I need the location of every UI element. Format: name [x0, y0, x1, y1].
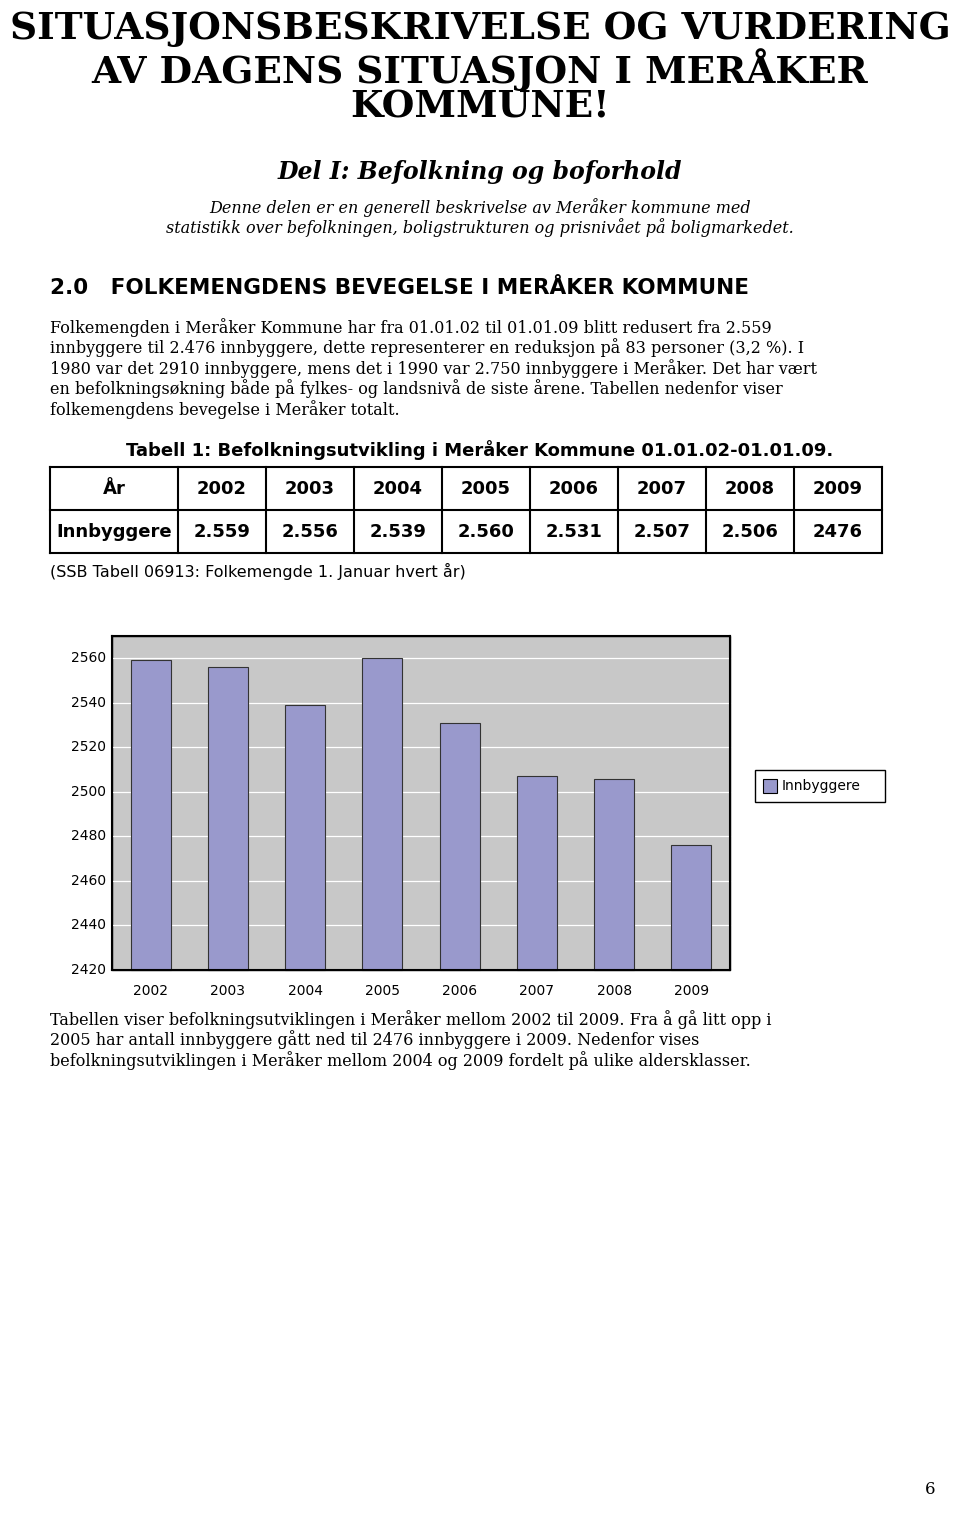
Bar [131, 661, 171, 970]
Text: KOMMUNE!: KOMMUNE! [350, 88, 610, 125]
Text: 2003: 2003 [285, 480, 335, 498]
Text: 2002: 2002 [197, 480, 247, 498]
Text: 2004: 2004 [288, 984, 323, 998]
Text: 2007: 2007 [519, 984, 554, 998]
Text: (SSB Tabell 06913: Folkemengde 1. Januar hvert år): (SSB Tabell 06913: Folkemengde 1. Januar… [50, 564, 466, 580]
Bar [594, 778, 635, 970]
Text: Tabellen viser befolkningsutviklingen i Meråker mellom 2002 til 2009. Fra å gå l: Tabellen viser befolkningsutviklingen i … [50, 1010, 772, 1030]
Text: Del I: Befolkning og boforhold: Del I: Befolkning og boforhold [277, 160, 683, 184]
Text: 2009: 2009 [674, 984, 708, 998]
Text: 2008: 2008 [596, 984, 632, 998]
Text: 2500: 2500 [71, 784, 106, 800]
Text: SITUASJONSBESKRIVELSE OG VURDERING: SITUASJONSBESKRIVELSE OG VURDERING [10, 11, 950, 47]
Text: 2520: 2520 [71, 740, 106, 754]
Text: 2.559: 2.559 [194, 522, 251, 541]
Text: 2.539: 2.539 [370, 522, 426, 541]
Text: 2007: 2007 [637, 480, 687, 498]
Text: 2005 har antall innbyggere gått ned til 2476 innbyggere i 2009. Nedenfor vises: 2005 har antall innbyggere gått ned til … [50, 1031, 700, 1049]
Bar [763, 778, 777, 793]
Text: Innbyggere: Innbyggere [57, 522, 172, 541]
Text: 2.531: 2.531 [545, 522, 603, 541]
Text: 2.507: 2.507 [634, 522, 690, 541]
Text: 2004: 2004 [373, 480, 423, 498]
Bar [516, 777, 557, 970]
Text: 2420: 2420 [71, 963, 106, 976]
Text: Tabell 1: Befolkningsutvikling i Meråker Kommune 01.01.02-01.01.09.: Tabell 1: Befolkningsutvikling i Meråker… [127, 440, 833, 460]
Text: 2006: 2006 [549, 480, 599, 498]
Bar [755, 771, 885, 803]
Text: innbyggere til 2.476 innbyggere, dette representerer en reduksjon på 83 personer: innbyggere til 2.476 innbyggere, dette r… [50, 338, 804, 358]
Text: en befolkningsøkning både på fylkes- og landsnivå de siste årene. Tabellen neden: en befolkningsøkning både på fylkes- og … [50, 379, 782, 399]
Text: Denne delen er en generell beskrivelse av Meråker kommune med: Denne delen er en generell beskrivelse a… [209, 198, 751, 216]
Text: AV DAGENS SITUASJON I MERÅKER: AV DAGENS SITUASJON I MERÅKER [92, 49, 868, 91]
Text: 2.560: 2.560 [458, 522, 515, 541]
Text: 2.0   FOLKEMENGDENS BEVEGELSE I MERÅKER KOMMUNE: 2.0 FOLKEMENGDENS BEVEGELSE I MERÅKER KO… [50, 279, 749, 299]
Text: 2005: 2005 [365, 984, 400, 998]
Text: 2005: 2005 [461, 480, 511, 498]
Bar [671, 845, 711, 970]
Text: Innbyggere: Innbyggere [782, 778, 861, 793]
Bar [285, 705, 325, 970]
Text: folkemengdens bevegelse i Meråker totalt.: folkemengdens bevegelse i Meråker totalt… [50, 401, 399, 419]
Text: 2009: 2009 [813, 480, 863, 498]
Text: statistikk over befolkningen, boligstrukturen og prisnivået på boligmarkedet.: statistikk over befolkningen, boligstruk… [166, 218, 794, 238]
Text: År: År [103, 480, 126, 498]
Text: 2.556: 2.556 [281, 522, 339, 541]
Text: 2.506: 2.506 [722, 522, 779, 541]
Text: 2540: 2540 [71, 696, 106, 710]
Text: befolkningsutviklingen i Meråker mellom 2004 og 2009 fordelt på ulike aldersklas: befolkningsutviklingen i Meråker mellom … [50, 1051, 751, 1069]
Text: 2476: 2476 [813, 522, 863, 541]
Text: 2440: 2440 [71, 918, 106, 932]
Text: 2560: 2560 [71, 652, 106, 666]
Bar [112, 637, 730, 970]
Text: 2003: 2003 [210, 984, 246, 998]
Text: 2480: 2480 [71, 830, 106, 844]
Bar [440, 723, 480, 970]
Text: 2008: 2008 [725, 480, 775, 498]
Text: 2460: 2460 [71, 874, 106, 888]
Bar [207, 667, 248, 970]
Bar [362, 658, 402, 970]
Text: 2002: 2002 [133, 984, 168, 998]
Text: 2006: 2006 [442, 984, 477, 998]
Text: 1980 var det 2910 innbyggere, mens det i 1990 var 2.750 innbyggere i Meråker. De: 1980 var det 2910 innbyggere, mens det i… [50, 359, 817, 378]
Text: 6: 6 [924, 1480, 935, 1499]
Text: Folkemengden i Meråker Kommune har fra 01.01.02 til 01.01.09 blitt redusert fra : Folkemengden i Meråker Kommune har fra 0… [50, 318, 772, 337]
